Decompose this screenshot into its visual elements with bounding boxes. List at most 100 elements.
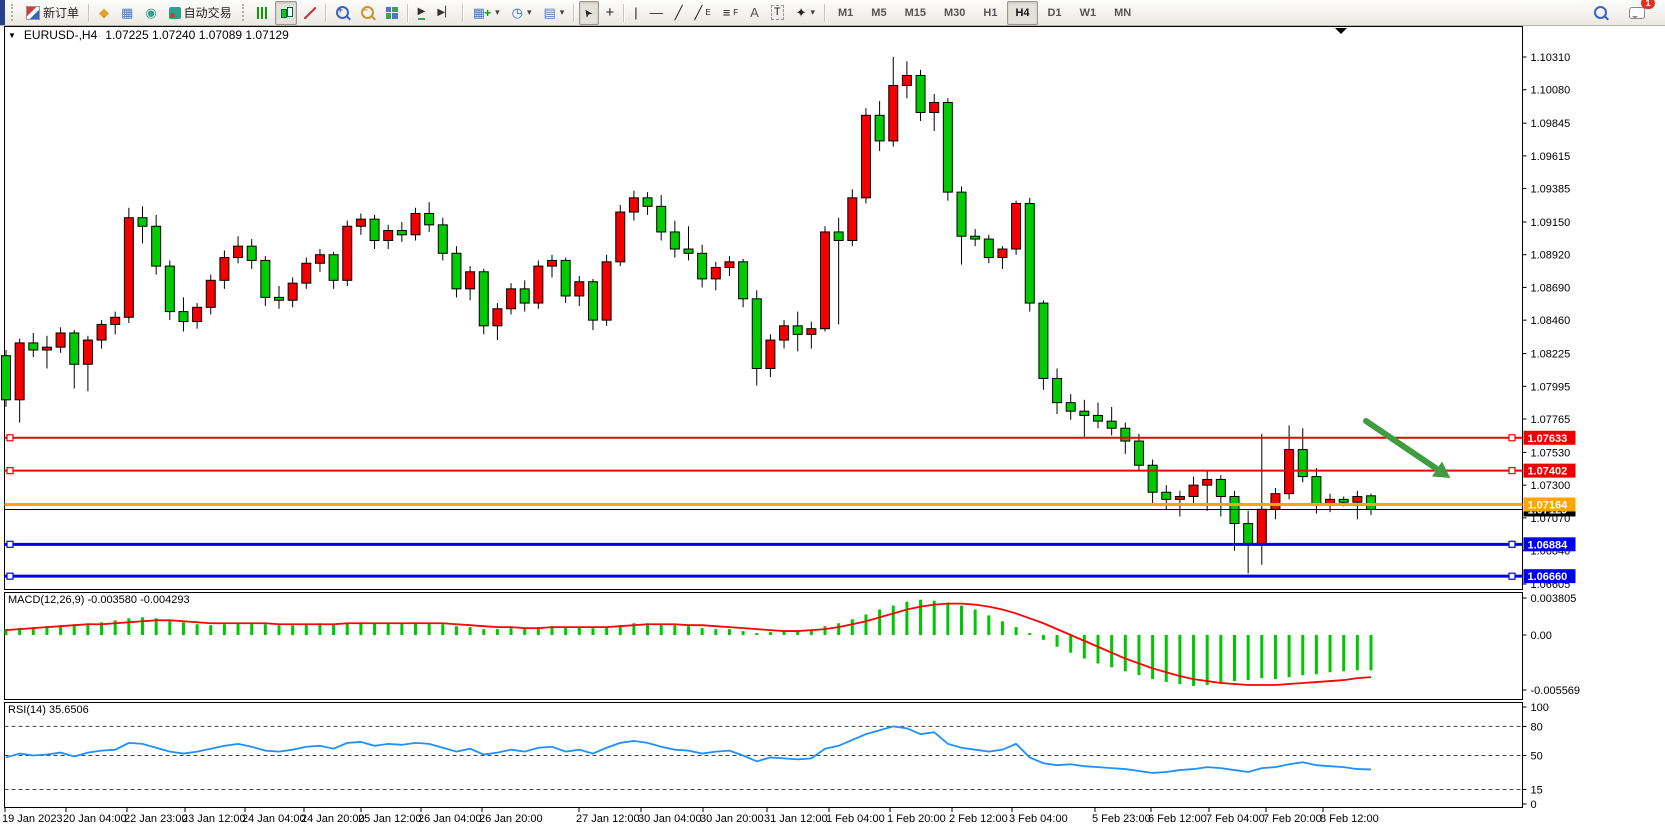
candlestick[interactable] [96, 320, 107, 349]
candlestick[interactable] [642, 192, 653, 215]
toolbar-grip[interactable] [11, 4, 16, 21]
time-axis-label[interactable]: 31 Jan 12:00 [764, 813, 828, 825]
time-axis-label[interactable]: 26 Jan 04:00 [418, 813, 482, 825]
time-axis-label[interactable]: 24 Jan 20:00 [301, 813, 365, 825]
candlestick[interactable] [1133, 433, 1144, 471]
candlestick[interactable] [601, 254, 612, 326]
new-chart-button[interactable]: ▦ + ▾ [468, 1, 505, 25]
candlestick[interactable] [41, 335, 52, 369]
zoom-in-button[interactable]: + [331, 1, 354, 25]
time-axis-label[interactable]: 19 Jan 2023 [2, 813, 63, 825]
macd-pane[interactable] [4, 592, 1523, 700]
candlestick[interactable] [1188, 476, 1199, 506]
candlestick[interactable] [656, 194, 667, 241]
candlestick[interactable] [697, 244, 708, 288]
candlestick[interactable] [751, 290, 762, 386]
time-axis-label[interactable]: 26 Jan 20:00 [479, 813, 543, 825]
candlestick[interactable] [1052, 368, 1063, 415]
auto-scroll-button[interactable]: ▶ [413, 1, 431, 25]
candlestick[interactable] [779, 320, 790, 349]
candlestick[interactable] [137, 206, 148, 244]
timeframe-m30-button[interactable]: M30 [943, 6, 966, 19]
candlestick[interactable] [1147, 459, 1158, 506]
candlestick[interactable] [28, 332, 39, 358]
candlestick[interactable] [1093, 402, 1103, 429]
candlestick[interactable] [724, 256, 735, 277]
candlestick[interactable] [942, 98, 953, 201]
metaquotes-button[interactable]: ◆ [94, 1, 114, 25]
candlestick[interactable] [560, 257, 571, 304]
new-order-button[interactable]: 新订单 [21, 1, 84, 25]
candlestick[interactable] [683, 226, 694, 261]
candlestick[interactable] [1024, 197, 1035, 312]
bar-chart-type-button[interactable] [252, 1, 273, 25]
candlestick[interactable] [997, 246, 1008, 269]
time-axis-label[interactable]: 7 Feb 04:00 [1206, 813, 1265, 825]
candlestick[interactable] [574, 276, 585, 306]
candlestick[interactable] [929, 93, 940, 131]
timeframe-m15-button[interactable]: M15 [904, 6, 926, 19]
candlestick[interactable] [956, 186, 967, 265]
candlestick[interactable] [219, 250, 230, 289]
candlestick[interactable] [110, 311, 121, 335]
fibonacci-tool-button[interactable]: ≡ F [718, 1, 743, 25]
candlestick[interactable] [178, 297, 189, 332]
candlestick[interactable] [628, 190, 639, 221]
time-axis-label[interactable]: 7 Feb 20:00 [1263, 813, 1322, 825]
main-pane[interactable] [4, 26, 1523, 590]
chart-shift-button[interactable]: ▶▏ [432, 1, 457, 25]
cursor-tool-button[interactable]: ➤ [579, 0, 599, 25]
candlestick[interactable] [260, 256, 271, 306]
candlestick[interactable] [1079, 399, 1090, 437]
candlestick[interactable] [205, 274, 216, 315]
candlestick[interactable] [14, 338, 25, 423]
candlestick[interactable] [970, 229, 981, 247]
candlestick[interactable] [355, 213, 366, 235]
time-axis-label[interactable]: 1 Feb 20:00 [887, 813, 946, 825]
candlestick[interactable] [874, 101, 885, 151]
chart-canvas[interactable]: 1.10310 1.10080 1.09845 1.09615 1.09385 1.091… [0, 25, 1665, 835]
time-axis-label[interactable]: 25 Jan 12:00 [358, 813, 422, 825]
candlestick[interactable] [901, 61, 912, 99]
text-tool-button[interactable]: A [745, 1, 764, 25]
time-axis-label[interactable]: 20 Jan 04:00 [63, 813, 127, 825]
candlestick[interactable] [710, 261, 721, 291]
collapse-triangle-icon[interactable]: ▼ [8, 30, 16, 40]
periods-button[interactable]: ◷ ▾ [507, 1, 537, 25]
timeframe-w1-button[interactable]: W1 [1079, 6, 1097, 19]
channel-tool-button[interactable]: ╱ E [690, 1, 716, 25]
candlestick[interactable] [164, 260, 175, 321]
time-axis-label[interactable]: 1 Feb 04:00 [826, 813, 885, 825]
notifications-button[interactable]: 1 [1624, 0, 1655, 25]
candlestick[interactable] [983, 234, 994, 264]
candlestick[interactable] [915, 69, 926, 122]
candlestick[interactable] [437, 217, 448, 261]
candlestick[interactable] [1038, 300, 1049, 390]
candlestick[interactable] [1229, 490, 1240, 551]
candlestick[interactable] [246, 239, 257, 269]
candlestick[interactable] [342, 220, 353, 287]
candlestick[interactable] [314, 249, 325, 272]
time-axis-label[interactable]: 8 Feb 12:00 [1320, 813, 1379, 825]
candlestick[interactable] [69, 330, 80, 389]
candlestick[interactable] [478, 268, 489, 335]
line-chart-type-button[interactable] [299, 1, 321, 25]
candlestick[interactable] [396, 221, 407, 242]
candlestick[interactable] [151, 214, 162, 275]
candlestick[interactable] [669, 220, 680, 258]
timeframe-d1-button[interactable]: D1 [1047, 6, 1062, 19]
candlestick[interactable] [369, 214, 380, 250]
candlestick[interactable] [492, 303, 503, 341]
candlestick[interactable] [1106, 406, 1117, 436]
time-axis-label[interactable]: 24 Jan 04:00 [242, 813, 306, 825]
candlestick[interactable] [806, 321, 817, 349]
candlestick[interactable] [1011, 200, 1022, 255]
candlestick[interactable] [424, 202, 435, 232]
crosshair-tool-button[interactable]: + [601, 1, 620, 25]
time-axis-label[interactable]: 22 Jan 23:00 [124, 813, 188, 825]
candlestick[interactable] [533, 260, 544, 309]
candlestick[interactable] [55, 327, 66, 353]
candlestick[interactable] [328, 251, 339, 289]
trend-arrow-annotation[interactable] [1363, 418, 1451, 478]
search-button[interactable] [1589, 1, 1612, 25]
